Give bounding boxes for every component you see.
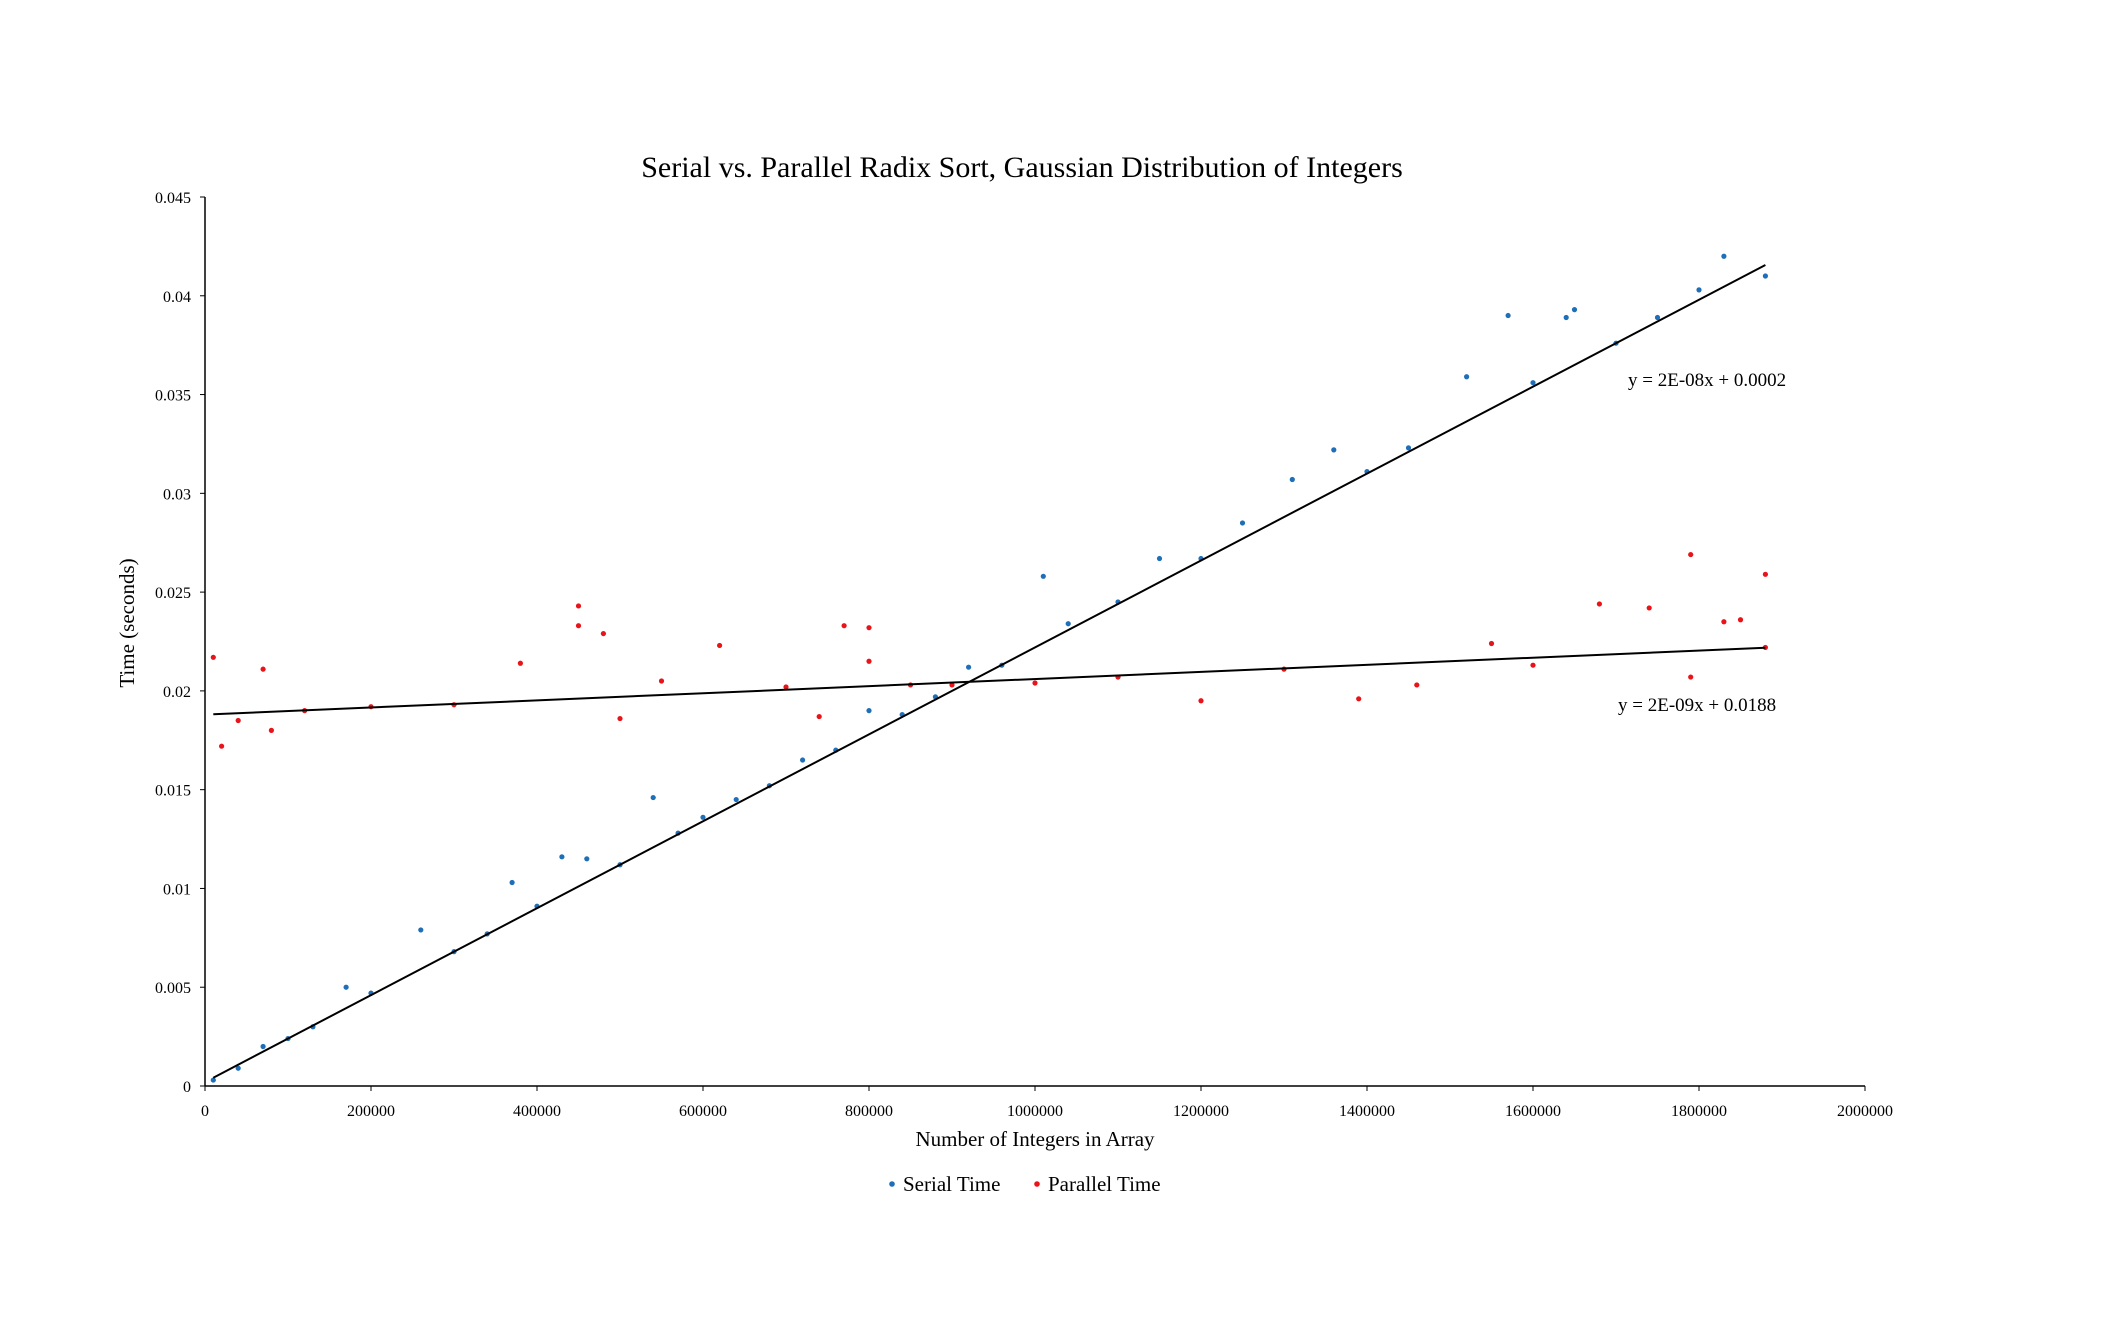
data-point <box>268 727 274 734</box>
data-point <box>866 708 872 714</box>
data-point <box>949 682 955 688</box>
x-tick-label: 1200000 <box>1173 1103 1229 1120</box>
data-point <box>1414 682 1420 688</box>
data-point <box>966 664 972 670</box>
data-point <box>517 660 524 666</box>
y-axis-title: Time (seconds) <box>115 558 139 687</box>
legend-label: Parallel Time <box>1048 1172 1161 1196</box>
data-point <box>418 927 424 933</box>
legend-marker <box>889 1181 895 1187</box>
data-point <box>343 984 349 990</box>
x-tick-label: 200000 <box>347 1103 395 1120</box>
x-tick-label: 0 <box>201 1103 209 1120</box>
y-tick-label: 0.035 <box>155 388 191 405</box>
data-point <box>1596 601 1602 607</box>
data-point <box>1065 621 1071 627</box>
x-axis-title: Number of Integers in Array <box>915 1127 1155 1151</box>
data-point <box>1032 680 1038 686</box>
data-point <box>700 814 706 820</box>
data-point <box>866 658 872 664</box>
x-tick-label: 400000 <box>513 1103 561 1120</box>
data-point <box>800 757 806 763</box>
data-point <box>584 856 590 862</box>
data-point <box>617 715 623 722</box>
trendline-equation-parallel: y = 2E-09x + 0.0188 <box>1618 695 1776 716</box>
x-tick-label: 1000000 <box>1007 1103 1063 1120</box>
data-point <box>1156 555 1163 562</box>
y-tick-label: 0 <box>183 1079 191 1096</box>
y-tick-label: 0.005 <box>155 980 191 997</box>
data-point <box>1721 253 1727 259</box>
data-point <box>1239 520 1246 526</box>
trendline-serial <box>212 264 1766 1079</box>
data-point <box>717 642 723 649</box>
y-tick-label: 0.02 <box>163 684 191 701</box>
data-point <box>1488 640 1495 647</box>
x-tick-label: 2000000 <box>1837 1103 1893 1120</box>
y-tick-label: 0.015 <box>155 783 191 800</box>
data-point <box>733 796 739 803</box>
trendline-equation-serial: y = 2E-08x + 0.0002 <box>1628 370 1786 391</box>
data-point <box>1464 374 1470 380</box>
chart-title: Serial vs. Parallel Radix Sort, Gaussian… <box>641 151 1403 184</box>
data-point <box>1198 698 1204 704</box>
legend-marker <box>1034 1181 1040 1187</box>
x-tick-label: 1800000 <box>1671 1103 1727 1120</box>
data-point <box>600 630 607 637</box>
data-point <box>1654 314 1661 321</box>
data-point <box>1721 619 1727 625</box>
data-point <box>235 717 241 724</box>
data-point <box>841 623 847 629</box>
data-point <box>509 879 515 886</box>
series-serial-time <box>210 253 1768 1083</box>
data-point <box>1530 380 1536 386</box>
plot-area: 0 0.005 0.01 0.015 0.02 0.025 0.03 0.035 0.04 0.0… <box>155 190 1893 1120</box>
data-point <box>1040 573 1046 579</box>
data-point <box>559 854 565 860</box>
x-tick-label: 800000 <box>845 1103 893 1120</box>
trendline-parallel <box>213 646 1766 716</box>
data-point <box>650 794 656 801</box>
data-point <box>1762 571 1768 577</box>
y-tick-label: 0.025 <box>155 585 191 602</box>
x-tick-label: 1600000 <box>1505 1103 1561 1120</box>
data-point <box>1331 447 1337 453</box>
data-point <box>1563 314 1569 321</box>
data-point <box>1762 273 1768 279</box>
data-point <box>658 678 665 684</box>
data-point <box>866 625 872 631</box>
data-point <box>575 603 582 609</box>
data-point <box>1688 674 1694 680</box>
y-tick-label: 0.04 <box>163 289 191 306</box>
data-point <box>1696 287 1702 293</box>
data-point <box>816 713 822 720</box>
data-point <box>575 623 582 629</box>
data-point <box>210 1077 216 1083</box>
legend-label: Serial Time <box>903 1172 1000 1196</box>
data-point <box>219 743 225 749</box>
data-point <box>1571 307 1578 313</box>
data-point <box>783 684 789 690</box>
x-tick-label: 1400000 <box>1339 1103 1395 1120</box>
data-point <box>1405 445 1412 451</box>
data-point <box>1356 696 1362 702</box>
data-point <box>260 666 266 672</box>
y-tick-label: 0.01 <box>163 881 191 898</box>
data-point <box>210 654 216 660</box>
data-point <box>1737 617 1744 623</box>
series-parallel-time <box>210 551 1768 749</box>
data-point <box>260 1043 266 1050</box>
x-tick-label: 600000 <box>679 1103 727 1120</box>
y-tick-label: 0.03 <box>163 486 191 503</box>
data-point <box>1688 551 1694 558</box>
data-point <box>235 1065 241 1071</box>
legend: Serial Time Parallel Time <box>889 1172 1161 1196</box>
data-point <box>1530 662 1536 668</box>
data-point <box>1505 312 1511 319</box>
data-point <box>1646 605 1652 611</box>
data-point <box>1289 476 1295 483</box>
y-tick-label: 0.045 <box>155 190 191 207</box>
